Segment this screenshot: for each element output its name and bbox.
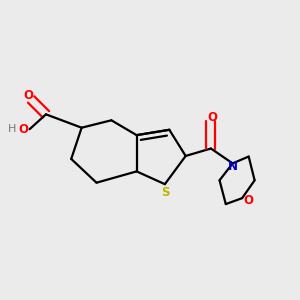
Text: N: N [228, 160, 238, 173]
Text: O: O [243, 194, 253, 207]
Text: O: O [18, 123, 28, 136]
Text: S: S [161, 186, 170, 199]
Text: H: H [8, 124, 16, 134]
Text: O: O [24, 89, 34, 102]
Text: O: O [207, 110, 218, 124]
